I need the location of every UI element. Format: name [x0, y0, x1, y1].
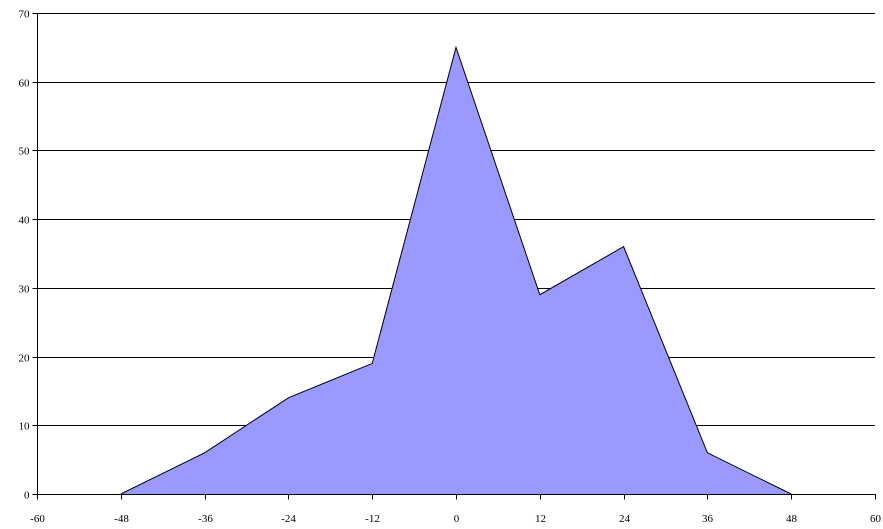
x-tick-label--36: -36: [198, 513, 213, 525]
x-tick-label--24: -24: [281, 513, 296, 525]
axes: [32, 13, 876, 500]
y-tick-labels: 0 10 20 30 40 50 60 70: [19, 9, 31, 502]
x-tick-label-48: 48: [786, 513, 798, 525]
x-tick-label-24: 24: [619, 513, 631, 525]
y-tick-label-70: 70: [19, 9, 31, 21]
y-tick-label-30: 30: [19, 284, 31, 296]
y-tick-label-0: 0: [24, 490, 30, 502]
x-tick-labels: -60 -48 -36 -24 -12 0 12 24 36 48 60: [30, 513, 881, 525]
y-tick-label-40: 40: [19, 215, 31, 227]
x-tick-label-36: 36: [702, 513, 714, 525]
y-tick-label-50: 50: [19, 146, 31, 158]
y-tick-label-20: 20: [19, 353, 31, 365]
x-tick-label-12: 12: [535, 513, 546, 525]
x-tick-label--12: -12: [365, 513, 380, 525]
x-tick-label-60: 60: [870, 513, 882, 525]
area-series: [120, 45, 792, 495]
x-tick-label--48: -48: [114, 513, 129, 525]
area-line: [120, 45, 792, 495]
x-tick-label-0: 0: [454, 513, 460, 525]
x-tick-label--60: -60: [30, 513, 45, 525]
y-tick-label-60: 60: [19, 78, 31, 90]
area-fill: [120, 47, 792, 494]
y-tick-label-10: 10: [19, 421, 31, 433]
